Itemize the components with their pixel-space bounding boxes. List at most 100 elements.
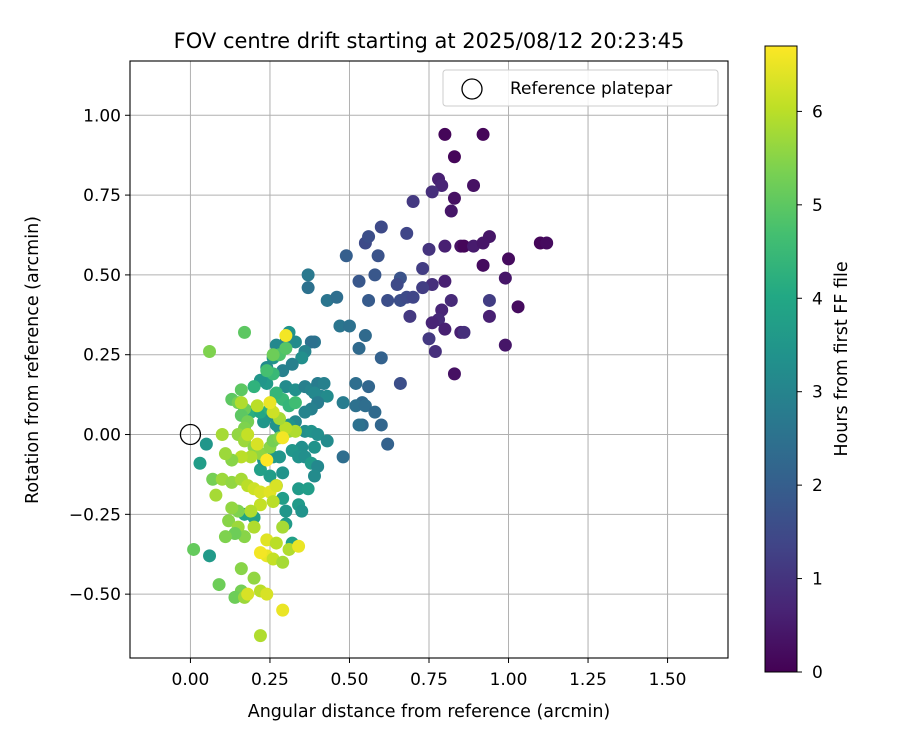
data-point: [212, 578, 226, 592]
data-point: [368, 268, 382, 282]
data-point: [279, 504, 293, 518]
data-point: [374, 351, 388, 365]
data-point: [374, 220, 388, 234]
data-point: [276, 520, 290, 534]
data-point: [349, 399, 363, 413]
x-axis-ticks: 0.00 0.25 0.50 0.75 1.00 1.25 1.50: [172, 658, 686, 690]
data-point: [339, 249, 353, 263]
data-point: [400, 226, 414, 240]
data-point: [416, 262, 430, 276]
data-point: [447, 150, 461, 164]
legend: Reference platepar: [442, 69, 719, 107]
y-tick-label: 1.00: [83, 106, 121, 126]
colorbar-tick-label: 3: [812, 383, 823, 403]
data-point: [362, 380, 376, 394]
data-point: [425, 316, 439, 330]
reference-platepar-marker: [179, 423, 202, 446]
data-point: [244, 450, 258, 464]
data-point: [349, 376, 363, 390]
x-tick-label: 0.50: [331, 670, 369, 690]
data-point: [428, 345, 442, 359]
data-point: [266, 348, 280, 362]
data-point: [209, 488, 223, 502]
data-point: [422, 242, 436, 256]
data-point: [260, 453, 274, 467]
data-point: [244, 504, 258, 518]
data-point: [273, 450, 286, 464]
colorbar: 0 1 2 3 4 5 6 Hours from first FF file: [764, 45, 852, 683]
data-point: [330, 290, 344, 304]
data-point: [203, 345, 217, 359]
data-point: [263, 396, 277, 410]
data-point: [457, 325, 471, 339]
y-tick-label: −0.25: [69, 505, 121, 525]
data-point: [352, 274, 366, 288]
data-point: [301, 482, 315, 496]
data-point: [422, 332, 436, 346]
legend-marker-icon: [461, 78, 483, 100]
data-point: [301, 268, 315, 282]
colorbar-tick-label: 0: [812, 663, 823, 683]
data-point: [269, 536, 283, 550]
data-point: [304, 335, 318, 349]
data-point: [292, 482, 306, 496]
x-tick-label: 0.25: [251, 670, 289, 690]
data-point: [276, 466, 290, 480]
data-point: [292, 539, 306, 553]
data-point: [250, 437, 264, 451]
data-point: [279, 341, 293, 355]
data-point: [438, 127, 452, 141]
data-point: [358, 329, 372, 343]
data-point: [218, 530, 232, 544]
y-tick-label: 0.75: [83, 186, 121, 206]
x-tick-label: 0.00: [172, 670, 210, 690]
data-point: [352, 418, 366, 432]
data-point: [241, 587, 255, 601]
data-point: [295, 504, 309, 518]
data-point: [260, 587, 274, 601]
data-point: [374, 418, 388, 432]
colorbar-ticks: 0 1 2 3 4 5 6: [797, 102, 823, 683]
data-point: [362, 293, 376, 307]
data-point: [247, 571, 261, 585]
data-point: [362, 230, 376, 244]
data-point: [447, 191, 461, 205]
data-point: [187, 542, 201, 556]
data-point: [203, 549, 217, 563]
data-point: [457, 239, 471, 253]
data-point: [307, 440, 321, 454]
data-point: [406, 194, 420, 208]
y-axis-ticks: −0.50 −0.25 0.00 0.25 0.50 0.75 1.00: [69, 106, 130, 605]
data-point: [438, 239, 452, 253]
data-point: [298, 405, 312, 419]
data-point: [193, 456, 207, 470]
data-point: [276, 555, 290, 569]
data-point: [425, 185, 439, 199]
x-tick-label: 1.25: [569, 670, 607, 690]
data-point: [438, 322, 452, 336]
y-tick-label: 0.00: [83, 426, 121, 446]
data-point: [253, 485, 267, 499]
colorbar-gradient: [764, 45, 798, 673]
data-point: [276, 431, 290, 445]
data-point: [234, 396, 248, 410]
data-point: [247, 380, 261, 394]
colorbar-tick-label: 2: [812, 476, 823, 496]
data-point: [307, 469, 321, 483]
data-point: [250, 399, 264, 413]
data-point: [511, 300, 525, 314]
data-point: [234, 383, 248, 397]
data-point: [269, 479, 283, 493]
data-point: [476, 258, 490, 272]
data-point: [498, 271, 512, 285]
data-point: [215, 428, 229, 442]
data-point: [228, 590, 242, 604]
data-point: [276, 603, 290, 617]
data-point: [320, 434, 334, 448]
data-point: [253, 546, 267, 560]
data-point: [403, 309, 417, 323]
data-point: [241, 428, 255, 442]
data-point: [342, 319, 356, 333]
data-point: [416, 281, 430, 295]
